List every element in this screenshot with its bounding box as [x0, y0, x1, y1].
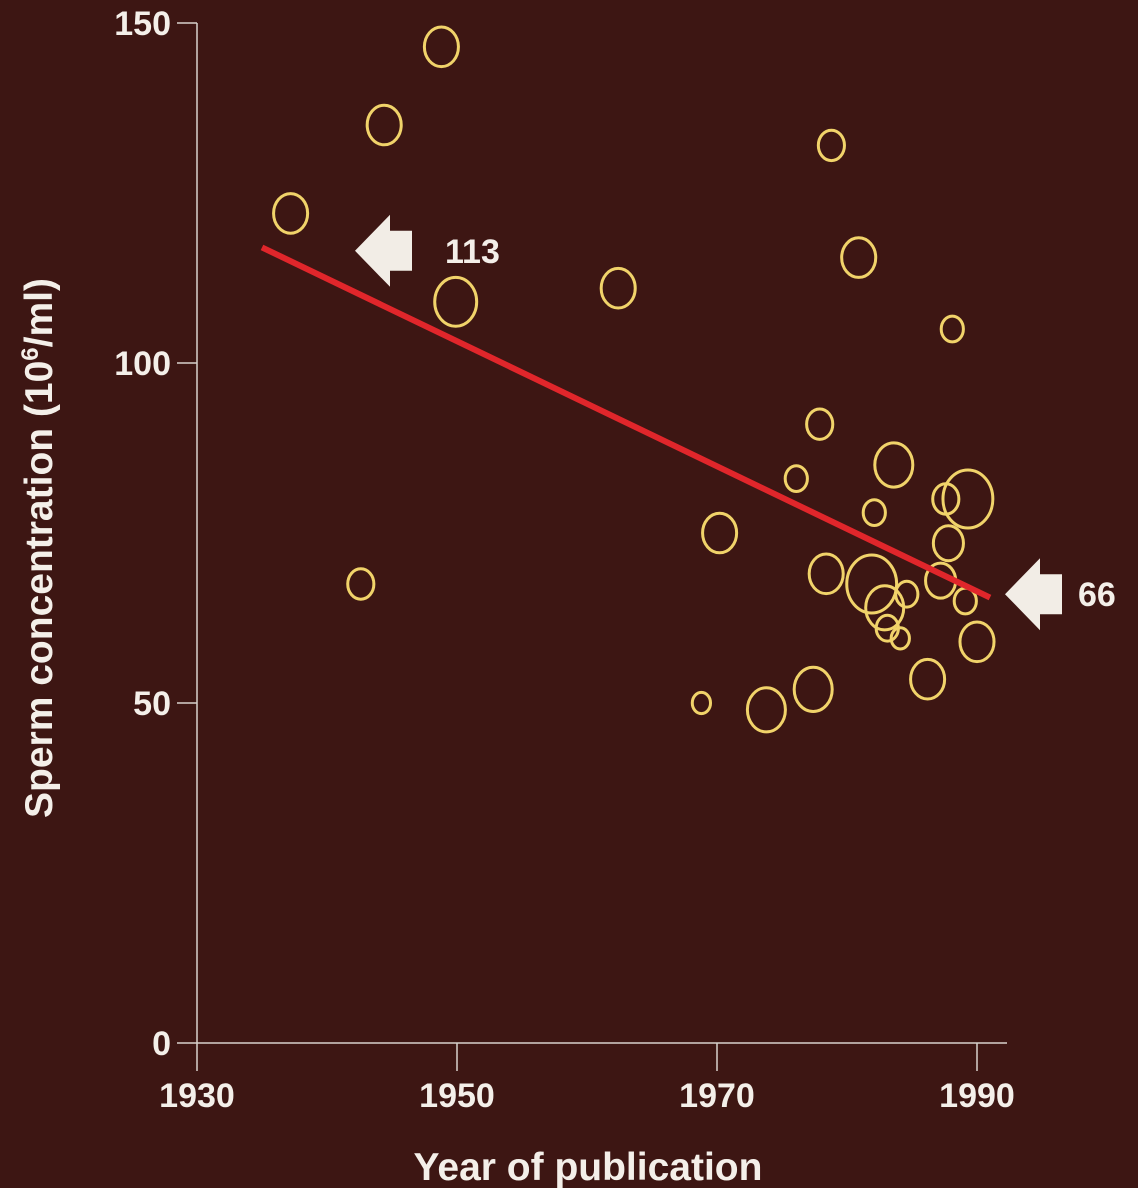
data-point — [873, 441, 915, 489]
data-point — [745, 686, 787, 734]
x-tick-label: 1970 — [679, 1077, 755, 1115]
x-tick-label: 1930 — [159, 1077, 235, 1115]
data-point — [701, 511, 739, 555]
data-point — [346, 567, 376, 601]
y-axis-title-superscript: 6 — [17, 347, 44, 360]
data-point — [792, 665, 834, 714]
data-point — [422, 25, 460, 69]
y-tick-label: 150 — [114, 5, 171, 43]
data-point — [894, 579, 920, 609]
y-tick-label: 0 — [152, 1025, 171, 1063]
data-point — [433, 275, 479, 328]
y-ticks: 0 50 100 150 — [114, 5, 197, 1063]
data-point — [365, 103, 403, 147]
data-point — [939, 314, 965, 344]
callouts: 113 66 — [355, 214, 1116, 631]
callout-arrow-icon — [355, 214, 412, 287]
trend-line — [260, 244, 992, 601]
callout-label: 113 — [445, 233, 500, 271]
data-point — [941, 468, 995, 530]
data-point — [690, 690, 713, 716]
data-point — [807, 552, 845, 596]
data-points — [272, 25, 996, 734]
data-point — [783, 464, 809, 494]
data-point — [816, 128, 846, 163]
data-point — [272, 192, 310, 235]
x-tick-label: 1990 — [939, 1077, 1015, 1115]
data-point — [889, 626, 911, 651]
data-point — [805, 407, 835, 441]
y-axis-title: Sperm concentration (106/ml) — [17, 278, 61, 818]
data-point — [840, 236, 878, 279]
callout-label: 66 — [1078, 576, 1116, 614]
callout-arrow-icon — [1005, 558, 1062, 631]
data-point — [845, 553, 899, 615]
data-point — [599, 266, 637, 310]
data-point — [931, 524, 965, 563]
data-point — [909, 657, 947, 701]
y-tick-label: 100 — [114, 345, 171, 383]
data-point — [958, 620, 996, 664]
y-tick-label: 50 — [133, 685, 171, 723]
data-point — [861, 498, 887, 527]
x-tick-label: 1950 — [419, 1077, 495, 1115]
x-axis-title: Year of publication — [414, 1146, 763, 1188]
x-ticks: 1930 1950 1970 1990 — [159, 1043, 1015, 1115]
y-axis-title-end: /ml) — [18, 278, 61, 347]
y-axis-title-main: Sperm concentration (10 — [18, 361, 61, 818]
